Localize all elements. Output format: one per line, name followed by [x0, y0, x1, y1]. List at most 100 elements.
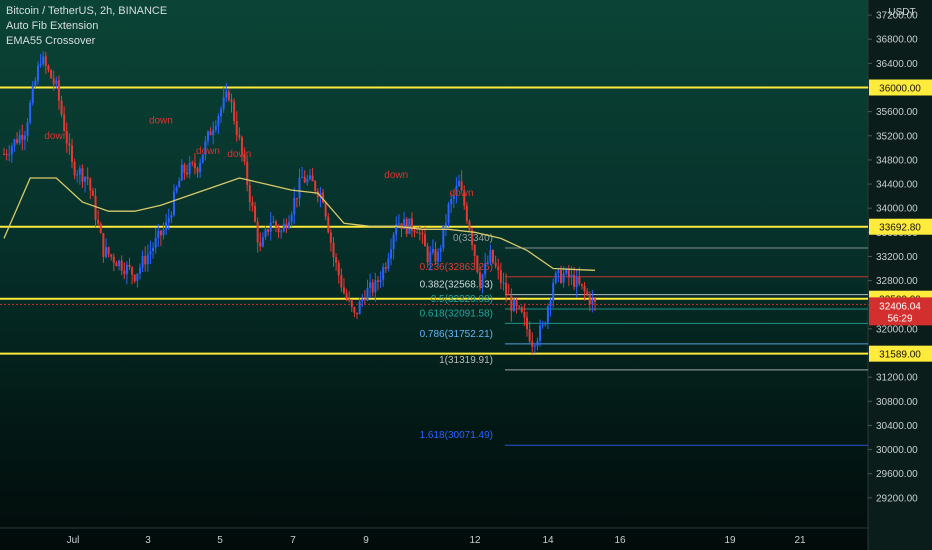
y-tick-label: 30000.00 — [876, 445, 918, 456]
candle-body — [222, 97, 225, 109]
candle-body — [539, 325, 542, 341]
candle-body — [413, 230, 416, 233]
candle-body — [167, 218, 170, 223]
candle-body — [285, 223, 288, 229]
candle-body — [81, 168, 84, 182]
candle-body — [408, 218, 411, 234]
candle-body — [586, 291, 589, 295]
down-signal-label: down — [384, 170, 408, 181]
candle-body — [570, 274, 573, 278]
candle-body — [165, 222, 168, 230]
candle-body — [246, 161, 249, 186]
candle-body — [594, 298, 596, 302]
candle-body — [390, 249, 393, 259]
y-tick-label: 37200.00 — [876, 11, 918, 22]
candle-body — [89, 178, 92, 191]
candle-body — [371, 282, 374, 293]
candle-body — [552, 282, 555, 301]
candle-body — [442, 225, 445, 249]
candle-body — [489, 250, 492, 263]
candle-body — [458, 181, 461, 187]
candle-body — [303, 176, 306, 183]
y-tick-label: 34800.00 — [876, 155, 918, 166]
candle-body — [274, 221, 277, 227]
fib-level-label: 0.786(31752.21) — [420, 329, 493, 340]
candle-body — [104, 247, 107, 257]
candle-body — [486, 262, 489, 264]
candle-body — [159, 230, 162, 236]
candle-body — [141, 256, 144, 268]
candle-body — [144, 256, 147, 265]
candle-body — [73, 162, 76, 176]
indicator-ema[interactable]: EMA55 Crossover — [6, 35, 96, 47]
candle-body — [523, 312, 526, 318]
candle-body — [21, 134, 24, 140]
down-signal-label: down — [450, 188, 474, 199]
candle-body — [358, 301, 361, 315]
x-tick-label: 14 — [542, 535, 554, 546]
candle-body — [583, 285, 586, 292]
candle-body — [99, 223, 102, 234]
candle-body — [102, 233, 105, 257]
candle-body — [172, 191, 175, 216]
level-price-label: 36000.00 — [879, 83, 921, 94]
fib-level-label: 0.382(32568.33) — [420, 280, 493, 291]
candle-body — [421, 232, 424, 235]
candle-body — [157, 230, 160, 238]
candle-body — [518, 306, 521, 308]
candle-body — [57, 80, 60, 101]
down-signal-label: down — [196, 146, 220, 157]
candle-body — [186, 172, 189, 175]
candle-body — [183, 164, 186, 173]
last-price-tag — [869, 297, 932, 326]
candle-body — [47, 65, 50, 71]
candle-body — [115, 262, 118, 267]
symbol-title[interactable]: Bitcoin / TetherUS, 2h, BINANCE — [6, 5, 168, 17]
y-tick-label: 33200.00 — [876, 252, 918, 263]
candle-body — [311, 175, 314, 182]
candle-body — [562, 273, 565, 283]
x-tick-label: 7 — [290, 535, 296, 546]
candle-body — [76, 174, 79, 176]
y-tick-label: 29600.00 — [876, 469, 918, 480]
candle-body — [340, 275, 343, 288]
y-tick-label: 32000.00 — [876, 324, 918, 335]
candle-body — [499, 270, 502, 283]
candle-body — [515, 300, 518, 307]
candle-body — [431, 249, 434, 253]
candle-body — [235, 121, 238, 136]
candle-body — [125, 264, 128, 275]
candle-body — [267, 229, 270, 232]
candle-body — [230, 100, 233, 103]
candle-body — [288, 222, 291, 229]
level-price-tag — [869, 345, 932, 362]
candle-body — [332, 242, 335, 258]
candle-body — [374, 280, 377, 293]
fib-level-label: 1(31319.91) — [439, 355, 493, 366]
candle-body — [63, 114, 66, 131]
candle-body — [481, 274, 484, 287]
candle-body — [39, 63, 42, 66]
candle-body — [429, 252, 432, 263]
candle-body — [225, 91, 228, 98]
last-price-label: 32406.04 — [879, 301, 921, 312]
indicator-fib[interactable]: Auto Fib Extension — [6, 20, 99, 32]
candle-body — [131, 267, 134, 275]
candle-body — [193, 162, 196, 169]
candle-body — [52, 78, 55, 84]
candle-body — [348, 298, 351, 301]
candle-body — [107, 247, 110, 255]
candle-body — [327, 216, 330, 233]
candle-body — [575, 276, 578, 287]
candle-body — [261, 237, 264, 247]
level-price-label: 31589.00 — [879, 350, 921, 361]
candle-body — [476, 255, 479, 273]
candle-body — [175, 187, 178, 192]
candle-body — [138, 267, 141, 274]
ema55-line — [3, 177, 596, 271]
candle-body — [251, 202, 254, 206]
x-tick-label: Jul — [67, 535, 80, 546]
candle-body — [465, 205, 468, 222]
fib-level-label: 0.618(32091.58) — [420, 308, 493, 319]
